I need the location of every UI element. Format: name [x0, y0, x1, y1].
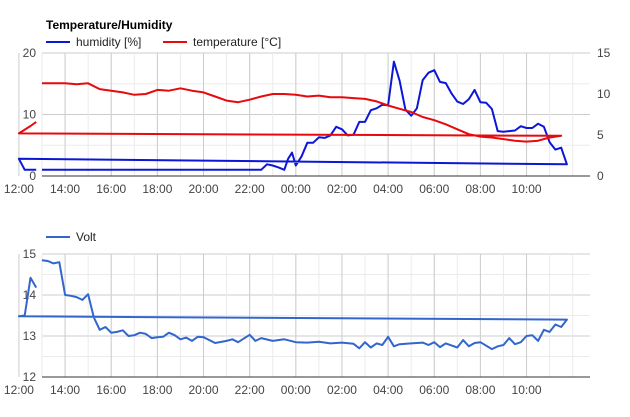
x-tick-label: 10:00: [512, 383, 542, 397]
volt-chart: Volt 12 13 14 15 14:00 16:00 18:00 20:00 22:00 0…: [4, 230, 590, 397]
grid: [18, 52, 590, 177]
y-tick-label: 14: [23, 288, 37, 302]
x-tick-label: 14:00: [50, 182, 80, 196]
x-tick-label: 08:00: [465, 383, 495, 397]
x-tick-label: 10:00: [512, 182, 542, 196]
y-axis-labels: 0 10 20: [23, 46, 37, 183]
y-tick-label: 10: [23, 108, 37, 122]
y-right-tick-label: 5: [597, 128, 604, 142]
y-tick-label: 0: [29, 169, 36, 183]
x-tick-label: 12:00: [4, 383, 34, 397]
legend-label-temperature: temperature [°C]: [193, 35, 281, 49]
x-tick-label: 22:00: [235, 182, 265, 196]
y-tick-label: 12: [23, 370, 37, 384]
series-lines: [17, 259, 568, 351]
y-axis-labels: 12 13 14 15: [23, 247, 37, 384]
y-tick-label: 13: [23, 329, 37, 343]
temperature-humidity-chart: Temperature/Humidity humidity [%] temper…: [4, 18, 611, 196]
y-right-tick-label: 10: [597, 87, 611, 101]
x-tick-label: 02:00: [327, 383, 357, 397]
x-tick-label: 02:00: [327, 182, 357, 196]
legend: humidity [%] temperature [°C]: [46, 35, 281, 49]
x-axis-labels: 14:00 16:00 18:00 20:00 22:00 00:00 02:00 04:00…: [4, 182, 542, 196]
y-axis-right-labels: 0 5 10 15: [597, 46, 611, 183]
x-tick-label: 08:00: [465, 182, 495, 196]
x-tick-label: 16:00: [96, 383, 126, 397]
legend-label-humidity: humidity [%]: [76, 35, 141, 49]
x-tick-label: 18:00: [142, 182, 172, 196]
x-tick-label: 22:00: [235, 383, 265, 397]
legend-label-volt: Volt: [76, 230, 97, 244]
y-right-tick-label: 15: [597, 46, 611, 60]
y-tick-label: 15: [23, 247, 37, 261]
x-tick-label: 14:00: [50, 383, 80, 397]
x-tick-label: 12:00: [4, 182, 34, 196]
x-tick-label: 00:00: [281, 383, 311, 397]
series-line-temperature: [17, 82, 563, 143]
y-tick-label: 20: [23, 46, 37, 60]
x-tick-label: 06:00: [419, 182, 449, 196]
series-line-volt: [17, 259, 568, 351]
x-tick-label: 04:00: [373, 182, 403, 196]
x-tick-label: 04:00: [373, 383, 403, 397]
x-tick-label: 20:00: [189, 182, 219, 196]
x-tick-label: 00:00: [281, 182, 311, 196]
series-lines: [17, 60, 568, 171]
series-line-humidity: [17, 60, 568, 171]
x-axis-labels: 14:00 16:00 18:00 20:00 22:00 00:00 02:00 04:00…: [4, 383, 542, 397]
x-tick-label: 20:00: [189, 383, 219, 397]
chart-title: Temperature/Humidity: [46, 18, 173, 32]
x-tick-label: 06:00: [419, 383, 449, 397]
legend: Volt: [46, 230, 97, 244]
grid: [18, 253, 590, 378]
x-tick-label: 16:00: [96, 182, 126, 196]
y-right-tick-label: 0: [597, 169, 604, 183]
x-tick-label: 18:00: [142, 383, 172, 397]
